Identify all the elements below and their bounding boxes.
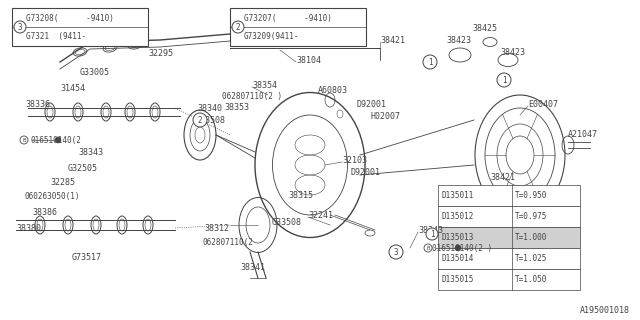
Text: D135012: D135012 — [441, 212, 474, 221]
Circle shape — [497, 73, 511, 87]
Text: 38353: 38353 — [224, 102, 249, 111]
Text: 38340: 38340 — [197, 103, 222, 113]
Text: 32103: 32103 — [342, 156, 367, 164]
Text: G73209(9411-: G73209(9411- — [244, 32, 300, 41]
Text: 38315: 38315 — [288, 190, 313, 199]
Text: 38423: 38423 — [500, 47, 525, 57]
Text: 1: 1 — [428, 58, 432, 67]
Text: 1: 1 — [429, 229, 435, 238]
Text: 38312: 38312 — [204, 223, 229, 233]
Circle shape — [232, 21, 244, 33]
Text: E00407: E00407 — [528, 100, 558, 108]
Text: 38423: 38423 — [446, 36, 471, 44]
Text: 062807110(2 ): 062807110(2 ) — [222, 92, 282, 100]
Text: 32241: 32241 — [308, 211, 333, 220]
Bar — [438, 227, 580, 248]
Text: 32295: 32295 — [148, 49, 173, 58]
Text: B: B — [426, 245, 429, 251]
Text: T=1.050: T=1.050 — [515, 275, 547, 284]
Text: D135013: D135013 — [441, 233, 474, 242]
Text: D92001: D92001 — [350, 167, 380, 177]
Circle shape — [389, 245, 403, 259]
Text: 38336: 38336 — [25, 100, 50, 108]
Text: 38104: 38104 — [296, 55, 321, 65]
Text: 060263050(1): 060263050(1) — [24, 191, 79, 201]
Text: 3: 3 — [394, 247, 398, 257]
Text: D135011: D135011 — [441, 191, 474, 200]
Text: 3: 3 — [18, 22, 22, 31]
Circle shape — [426, 228, 438, 240]
Text: T=1.025: T=1.025 — [515, 254, 547, 263]
Text: 016510140(2: 016510140(2 — [30, 135, 81, 145]
Circle shape — [14, 21, 26, 33]
Text: 38380: 38380 — [16, 223, 41, 233]
Text: 062807110(2: 062807110(2 — [202, 237, 253, 246]
Text: G73207(      -9410): G73207( -9410) — [244, 14, 332, 23]
Text: T=1.000: T=1.000 — [515, 233, 547, 242]
Text: H02007: H02007 — [370, 111, 400, 121]
Text: G73517: G73517 — [72, 253, 102, 262]
Bar — [12, 8, 148, 46]
Text: G33508: G33508 — [196, 116, 226, 124]
Bar — [438, 206, 580, 227]
Text: D135014: D135014 — [441, 254, 474, 263]
Text: G7321  (9411-: G7321 (9411- — [26, 32, 86, 41]
Text: 38343: 38343 — [78, 148, 103, 156]
Circle shape — [455, 245, 461, 251]
Text: 38425: 38425 — [472, 23, 497, 33]
Text: D135015: D135015 — [441, 275, 474, 284]
Text: 32285: 32285 — [50, 178, 75, 187]
Text: 38354: 38354 — [252, 81, 277, 90]
Circle shape — [423, 55, 437, 69]
Text: 016510140(2 ): 016510140(2 ) — [432, 244, 492, 252]
Text: 38421: 38421 — [380, 36, 405, 44]
Text: D92001: D92001 — [356, 100, 386, 108]
Text: B: B — [22, 138, 26, 142]
Text: T=0.975: T=0.975 — [515, 212, 547, 221]
Text: 38386: 38386 — [32, 207, 57, 217]
Text: G33508: G33508 — [272, 218, 302, 227]
Bar — [438, 269, 580, 290]
Text: G32505: G32505 — [68, 164, 98, 172]
Text: 31454: 31454 — [60, 84, 85, 92]
Text: T=0.950: T=0.950 — [515, 191, 547, 200]
Circle shape — [193, 113, 207, 127]
Text: G33005: G33005 — [80, 68, 110, 76]
Text: 38341: 38341 — [240, 263, 265, 273]
Text: A21047: A21047 — [568, 130, 598, 139]
Text: A195001018: A195001018 — [580, 306, 630, 315]
Text: 2: 2 — [236, 22, 240, 31]
Text: G73208(      -9410): G73208( -9410) — [26, 14, 114, 23]
Circle shape — [55, 137, 61, 143]
Bar — [230, 8, 366, 46]
Text: 2: 2 — [198, 116, 202, 124]
Text: 38421: 38421 — [490, 173, 515, 182]
Text: A60803: A60803 — [318, 85, 348, 94]
Text: 1: 1 — [502, 76, 506, 84]
Bar — [438, 185, 580, 206]
Bar — [438, 248, 580, 269]
Text: 38343: 38343 — [418, 226, 443, 235]
